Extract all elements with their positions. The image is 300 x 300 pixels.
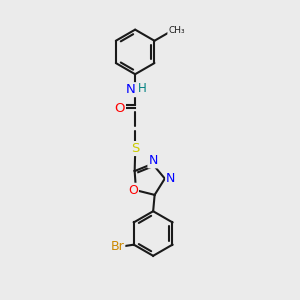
Text: N: N: [148, 154, 158, 167]
Text: Br: Br: [111, 240, 124, 253]
Text: H: H: [138, 82, 147, 95]
Text: S: S: [131, 142, 139, 155]
Text: N: N: [126, 83, 136, 96]
Text: CH₃: CH₃: [168, 26, 185, 35]
Text: O: O: [128, 184, 138, 197]
Text: N: N: [166, 172, 176, 185]
Text: O: O: [114, 102, 125, 115]
